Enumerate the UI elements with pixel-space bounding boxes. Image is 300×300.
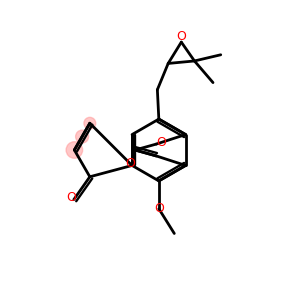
Text: O: O bbox=[157, 136, 166, 149]
Circle shape bbox=[66, 142, 82, 158]
Text: O: O bbox=[126, 157, 136, 169]
Text: O: O bbox=[176, 30, 186, 43]
Text: O: O bbox=[154, 202, 164, 215]
Circle shape bbox=[76, 130, 88, 143]
Text: O: O bbox=[66, 191, 76, 204]
Circle shape bbox=[84, 117, 96, 129]
